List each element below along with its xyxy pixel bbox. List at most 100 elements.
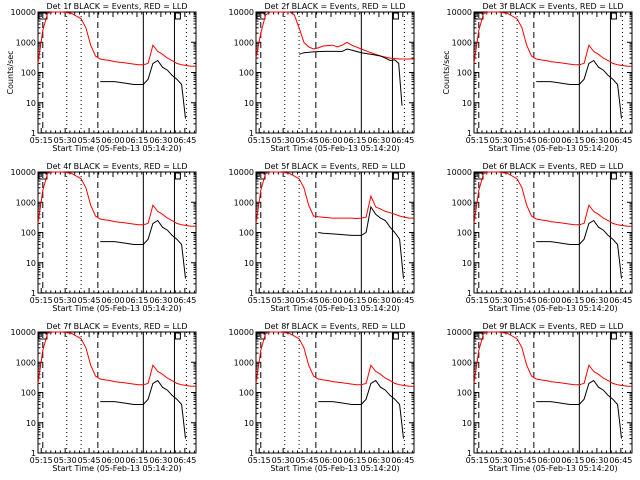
data-series-line: [318, 379, 404, 439]
y-tick-label: 10000: [447, 328, 472, 337]
interval-marker: [174, 332, 181, 340]
y-tick-label: 1000: [452, 198, 472, 207]
chart-title: Det 4f BLACK = Events, RED = LLD: [46, 162, 187, 171]
data-series-line: [473, 11, 632, 67]
plot-frame: [255, 331, 415, 454]
y-tick-label: 10: [26, 259, 36, 268]
x-tick-label: 05:45: [296, 136, 319, 145]
x-tick-label: 06:45: [391, 456, 414, 465]
interval-marker: [392, 332, 399, 340]
x-tick-label: 06:30: [367, 456, 390, 465]
x-axis-label: Start Time (05-Feb-13 05:14:20): [488, 464, 617, 473]
y-tick-label: 1000: [16, 358, 36, 367]
y-tick-label: 1: [249, 129, 254, 138]
plot-frame: [473, 331, 633, 454]
plot-frame: [37, 11, 197, 134]
x-tick-label: 06:00: [319, 296, 342, 305]
x-tick-label: 06:00: [319, 456, 342, 465]
y-tick-label: 100: [21, 229, 36, 238]
data-series-line: [536, 219, 622, 279]
plot-frame: [473, 171, 633, 294]
x-tick-label: 05:45: [514, 136, 537, 145]
y-tick-label: 1: [467, 289, 472, 298]
x-tick-label: 06:00: [537, 296, 560, 305]
interval-marker: [174, 172, 181, 180]
y-tick-label: 1: [467, 449, 472, 458]
chart-title: Det 1f BLACK = Events, RED = LLD: [46, 2, 187, 11]
x-tick-label: 05:15: [30, 136, 53, 145]
x-tick-label: 05:15: [30, 456, 53, 465]
x-tick-label: 05:15: [248, 136, 271, 145]
x-tick-label: 06:00: [101, 456, 124, 465]
data-series-line: [536, 59, 622, 119]
data-series-line: [37, 171, 196, 227]
y-tick-label: 10000: [447, 8, 472, 17]
data-series-line: [536, 379, 622, 439]
x-tick-label: 05:30: [490, 136, 513, 145]
x-tick-label: 06:45: [609, 296, 632, 305]
x-tick-label: 06:30: [585, 456, 608, 465]
chart-title: Det 8f BLACK = Events, RED = LLD: [264, 322, 405, 331]
x-tick-label: 06:15: [561, 136, 584, 145]
x-tick-label: 05:45: [78, 456, 101, 465]
x-tick-label: 05:15: [466, 136, 489, 145]
y-tick-label: 100: [457, 69, 472, 78]
x-tick-label: 06:00: [101, 136, 124, 145]
y-tick-label: 10000: [229, 328, 254, 337]
chart-panel: Det 3f BLACK = Events, RED = LLD 1 10 100 10…: [442, 2, 633, 153]
y-tick-label: 10000: [447, 168, 472, 177]
x-tick-label: 06:15: [561, 296, 584, 305]
x-tick-label: 06:15: [343, 456, 366, 465]
x-tick-label: 06:15: [343, 296, 366, 305]
plot-frame: [473, 11, 633, 134]
x-tick-label: 06:30: [585, 136, 608, 145]
x-tick-label: 05:30: [272, 456, 295, 465]
y-tick-label: 1: [249, 449, 254, 458]
y-tick-label: 100: [457, 389, 472, 398]
data-series-line: [473, 331, 632, 387]
chart-panel: Det 2f BLACK = Events, RED = LLD 1 10 100 10…: [229, 2, 415, 153]
x-tick-label: 06:00: [537, 456, 560, 465]
data-series-line: [473, 171, 632, 227]
x-tick-label: 05:30: [54, 296, 77, 305]
y-tick-label: 100: [21, 389, 36, 398]
interval-marker: [610, 12, 617, 20]
chart-panel: Det 6f BLACK = Events, RED = LLD 1 10 100 10…: [447, 162, 633, 313]
x-tick-label: 06:45: [391, 136, 414, 145]
y-tick-label: 10: [462, 419, 472, 428]
interval-marker: [392, 12, 399, 20]
data-series-line: [255, 331, 414, 387]
chart-panel: Det 5f BLACK = Events, RED = LLD 1 10 100 10…: [229, 162, 415, 313]
x-axis-label: Start Time (05-Feb-13 05:14:20): [270, 144, 399, 153]
y-tick-label: 10: [244, 99, 254, 108]
x-tick-label: 06:30: [367, 136, 390, 145]
x-axis-label: Start Time (05-Feb-13 05:14:20): [488, 144, 617, 153]
y-tick-label: 10: [462, 99, 472, 108]
plot-frame: [37, 171, 197, 294]
x-tick-label: 06:30: [367, 296, 390, 305]
x-tick-label: 05:30: [272, 296, 295, 305]
x-tick-label: 05:30: [490, 456, 513, 465]
x-tick-label: 05:30: [490, 296, 513, 305]
y-axis-label: Counts/sec: [442, 50, 451, 94]
interval-marker: [392, 172, 399, 180]
y-tick-label: 100: [239, 389, 254, 398]
data-series-line: [298, 48, 403, 106]
y-tick-label: 10000: [11, 8, 36, 17]
y-tick-label: 10: [244, 419, 254, 428]
y-tick-label: 1: [31, 129, 36, 138]
y-tick-label: 10: [462, 259, 472, 268]
x-tick-label: 05:15: [248, 456, 271, 465]
interval-marker: [610, 332, 617, 340]
x-tick-label: 06:45: [173, 296, 196, 305]
data-series-line: [37, 331, 196, 387]
chart-panel: Det 4f BLACK = Events, RED = LLD 1 10 100 10…: [11, 162, 197, 313]
x-tick-label: 06:15: [125, 456, 148, 465]
x-axis-label: Start Time (05-Feb-13 05:14:20): [270, 464, 399, 473]
chart-title: Det 9f BLACK = Events, RED = LLD: [482, 322, 623, 331]
x-tick-label: 05:30: [54, 136, 77, 145]
x-tick-label: 05:45: [296, 456, 319, 465]
y-tick-label: 10: [26, 99, 36, 108]
x-tick-label: 06:30: [585, 296, 608, 305]
